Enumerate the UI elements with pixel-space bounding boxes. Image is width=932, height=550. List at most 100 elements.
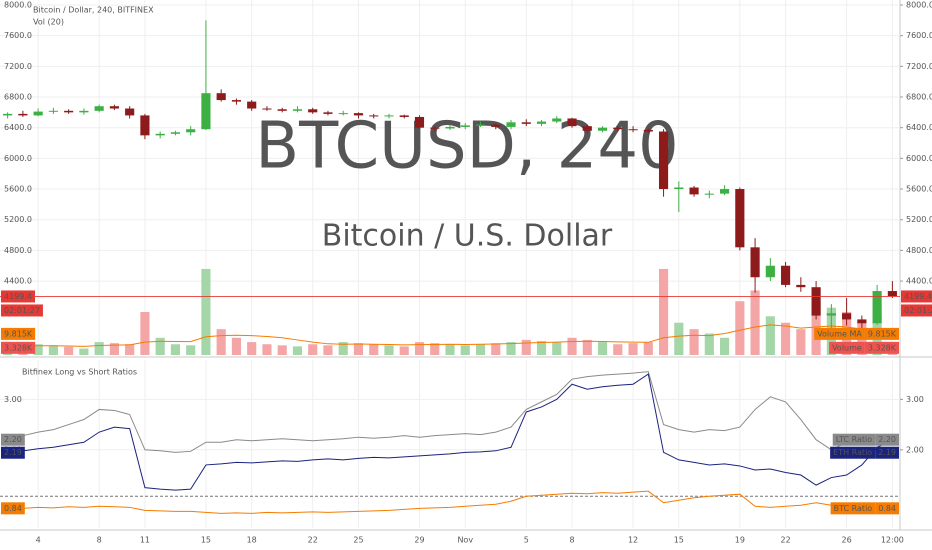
last-price-label: 4199.4 bbox=[904, 292, 932, 301]
volume-bar bbox=[582, 339, 592, 355]
volume-bar bbox=[231, 337, 242, 355]
y-tick-label: 6000.0 bbox=[906, 154, 932, 163]
volume-bar bbox=[796, 329, 806, 355]
candle-body bbox=[536, 121, 547, 124]
volume-bar bbox=[689, 329, 699, 355]
volume-bar bbox=[552, 342, 562, 355]
y-tick-label-left: 6000.0 bbox=[4, 154, 32, 163]
candle-body bbox=[170, 132, 180, 134]
volume-name: Volume bbox=[832, 343, 862, 352]
y-tick-label-left: 4800.0 bbox=[4, 246, 32, 255]
volume-ma-value-left: 9.815K bbox=[4, 329, 33, 338]
legend-label: LTC Ratio bbox=[836, 435, 873, 444]
series-value-left-box bbox=[1, 433, 25, 446]
volume-bar bbox=[597, 342, 608, 355]
series-value-left-box bbox=[1, 446, 25, 459]
candle-body bbox=[857, 319, 867, 324]
y-tick-label-left: 8000.0 bbox=[4, 0, 32, 9]
volume-bar bbox=[277, 345, 287, 355]
volume-bar bbox=[781, 322, 791, 355]
volume-value-left-box bbox=[1, 341, 36, 354]
x-tick-label: 8 bbox=[569, 536, 574, 545]
series-value: 2.20 bbox=[878, 435, 896, 444]
volume-ma-value-box bbox=[864, 327, 899, 340]
x-tick-label: 22 bbox=[308, 536, 318, 545]
x-tick-label: Nov bbox=[457, 536, 473, 545]
countdown-label-left-box bbox=[1, 304, 43, 317]
volume-bar bbox=[460, 345, 470, 355]
last-price-label-left: 4199.4 bbox=[4, 292, 32, 301]
candle-body bbox=[186, 129, 196, 133]
candle-body bbox=[521, 122, 531, 124]
y-tick-label-left: 5200.0 bbox=[4, 215, 32, 224]
x-tick-label: 26 bbox=[842, 536, 852, 545]
candle-body bbox=[735, 189, 745, 248]
x-tick-label: 8 bbox=[97, 536, 102, 545]
y-tick-label: 7600.0 bbox=[906, 31, 932, 40]
volume-bar bbox=[613, 344, 623, 355]
candle-body bbox=[674, 187, 684, 190]
volume-value-left: 3.328K bbox=[4, 343, 33, 352]
x-tick-label: 12:00 bbox=[881, 536, 904, 545]
last-price-label-left-box bbox=[1, 290, 35, 303]
volume-ma-value-left-box bbox=[1, 327, 36, 340]
y-tick-label: 3.00 bbox=[906, 395, 924, 404]
candle-body bbox=[445, 126, 455, 129]
y-tick-label: 8000.0 bbox=[906, 0, 932, 9]
volume-bar bbox=[735, 301, 745, 355]
candle-body bbox=[887, 291, 897, 297]
candle-body bbox=[48, 110, 58, 112]
volume-bar bbox=[536, 341, 547, 355]
volume-ma-value: 9.815K bbox=[868, 329, 897, 338]
volume-bar bbox=[64, 346, 74, 355]
legend-label-box bbox=[832, 433, 876, 446]
volume-bar bbox=[521, 339, 531, 355]
volume-bar bbox=[262, 344, 272, 355]
series-value-box bbox=[875, 433, 899, 446]
candle-body bbox=[658, 131, 669, 190]
candle-body bbox=[628, 129, 638, 131]
watermark-subtitle: Bitcoin / U.S. Dollar bbox=[322, 219, 613, 254]
candle-body bbox=[750, 247, 760, 278]
candle-body bbox=[292, 109, 303, 111]
candle-body bbox=[475, 124, 486, 126]
volume-bar bbox=[414, 342, 425, 355]
y-tick-label: 6800.0 bbox=[906, 93, 932, 102]
volume-bar bbox=[33, 344, 43, 355]
candle-body bbox=[689, 187, 699, 195]
countdown-label-box bbox=[901, 304, 932, 317]
x-tick-label: 5 bbox=[524, 536, 529, 545]
candle-body bbox=[384, 115, 394, 117]
candle-body bbox=[567, 118, 577, 127]
volume-bar bbox=[48, 345, 58, 355]
candle-body bbox=[231, 100, 242, 102]
candle-body bbox=[582, 126, 592, 131]
pane-title: Bitfinex Long vs Short Ratios bbox=[22, 368, 137, 377]
y-tick-label-left: 6400.0 bbox=[4, 123, 32, 132]
x-tick-label: 18 bbox=[247, 536, 257, 545]
candle-body bbox=[872, 291, 882, 324]
volume-ma-name: Volume MA bbox=[817, 329, 862, 338]
volume-bar bbox=[567, 337, 577, 355]
candle-body bbox=[3, 113, 13, 116]
volume-bar bbox=[491, 343, 501, 355]
volume-bar bbox=[170, 344, 180, 355]
candle-body bbox=[552, 118, 562, 122]
volume-bar bbox=[399, 346, 409, 355]
candle-body bbox=[506, 122, 516, 127]
volume-bar bbox=[308, 344, 318, 355]
candle-body bbox=[842, 313, 852, 320]
x-tick-label: 19 bbox=[735, 536, 745, 545]
x-tick-label: 29 bbox=[414, 536, 424, 545]
candle-body bbox=[597, 127, 608, 131]
candle-body bbox=[262, 108, 272, 110]
candle-body bbox=[781, 265, 791, 285]
y-tick-label-left: 7600.0 bbox=[4, 31, 32, 40]
series-value-left-box bbox=[1, 502, 25, 515]
volume-bar bbox=[384, 345, 394, 355]
legend-label-box bbox=[830, 446, 876, 459]
candle-body bbox=[18, 113, 28, 116]
volume-bar bbox=[628, 343, 638, 355]
candle-body bbox=[720, 189, 730, 194]
candle-body bbox=[125, 108, 135, 116]
